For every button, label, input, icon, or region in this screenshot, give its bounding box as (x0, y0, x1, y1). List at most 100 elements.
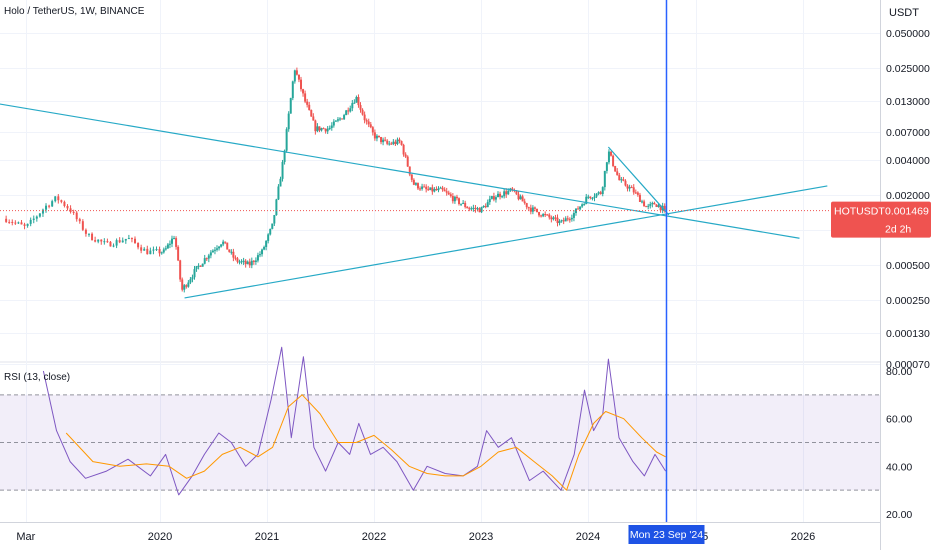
candle-body (363, 114, 366, 121)
rsi-tick-label: 60.00 (886, 414, 912, 426)
candle-body (324, 128, 327, 132)
candle-body (558, 221, 561, 224)
candle (503, 188, 506, 199)
candle-body (568, 219, 571, 221)
candle-body (232, 251, 235, 258)
candle-body (643, 201, 646, 207)
candle-body (443, 189, 446, 192)
candle (490, 195, 493, 200)
price-tick-label: 0.004000 (886, 155, 930, 167)
price-badge: HOTUSDT 0.001469 2d 2h (831, 201, 931, 238)
candle (72, 209, 75, 215)
candle (209, 250, 212, 259)
candle (314, 119, 317, 135)
candle-body (462, 202, 465, 204)
candle (595, 193, 598, 199)
candle-body (5, 218, 8, 222)
candle (177, 245, 180, 262)
candle-body (152, 249, 155, 251)
candle (236, 256, 239, 264)
candle (449, 192, 452, 198)
candle (501, 195, 504, 199)
candle (645, 205, 648, 208)
candle-body (546, 214, 549, 216)
candle (445, 187, 448, 196)
candle (254, 257, 257, 265)
candle (300, 76, 303, 92)
candle (248, 258, 251, 268)
candle (250, 257, 253, 269)
candle-body (306, 101, 309, 105)
candle-body (431, 187, 434, 192)
candle (583, 202, 586, 206)
candle (220, 244, 223, 248)
candle (460, 203, 463, 206)
candle (464, 200, 467, 209)
candle (155, 246, 158, 251)
candle (382, 137, 385, 146)
candle (398, 137, 401, 144)
candle-body (614, 165, 617, 172)
candle-body (164, 248, 167, 250)
candle (577, 206, 580, 210)
candle (421, 183, 424, 191)
candle (474, 205, 477, 213)
candle (183, 283, 186, 293)
time-tick-label: 2024 (576, 531, 600, 543)
candle (371, 126, 374, 136)
candle-body (429, 187, 432, 190)
time-tick-label: 2023 (469, 531, 493, 543)
candle-body (213, 249, 216, 251)
candle-body (556, 217, 559, 224)
candle-body (256, 255, 259, 261)
candle-body (538, 212, 541, 216)
candle-body (173, 238, 176, 240)
candle (75, 210, 78, 222)
candle (443, 187, 446, 192)
candle-body (84, 229, 87, 234)
candle (630, 185, 633, 189)
candle (81, 219, 84, 232)
candle-body (258, 254, 261, 256)
candle (318, 126, 321, 133)
candle (127, 234, 130, 240)
time-tick-label: Mar (16, 531, 35, 543)
candle-body (201, 263, 204, 267)
candle-body (601, 187, 604, 195)
candle (447, 190, 450, 196)
candle-body (57, 196, 60, 201)
candle (643, 199, 646, 207)
candle (488, 195, 491, 205)
candle (572, 210, 575, 222)
candle-body (388, 143, 391, 145)
candle-body (124, 238, 127, 241)
candle (100, 239, 103, 245)
candle-body (45, 205, 48, 210)
candle (341, 118, 344, 120)
candle (402, 143, 405, 157)
candle-body (91, 233, 94, 241)
candle-body (369, 124, 372, 128)
candle (419, 186, 422, 191)
candle-body (106, 241, 109, 243)
candle-body (386, 140, 389, 144)
candle (544, 211, 547, 218)
candle (332, 119, 335, 128)
candle (538, 211, 541, 218)
candle (369, 121, 372, 129)
candle-body (218, 246, 221, 249)
candle-body (607, 151, 610, 163)
candle-body (193, 269, 196, 278)
candle-body (195, 266, 198, 270)
candle (97, 239, 100, 244)
candle-body (572, 213, 575, 218)
candle-body (185, 285, 188, 287)
candle (560, 219, 563, 223)
crosshair-date-label: Mon 23 Sep '24 (630, 529, 703, 541)
candle (562, 217, 565, 225)
candle (404, 152, 407, 159)
candle-body (191, 277, 194, 280)
candle (32, 215, 35, 224)
candle-body (226, 242, 229, 250)
candle (137, 242, 140, 250)
